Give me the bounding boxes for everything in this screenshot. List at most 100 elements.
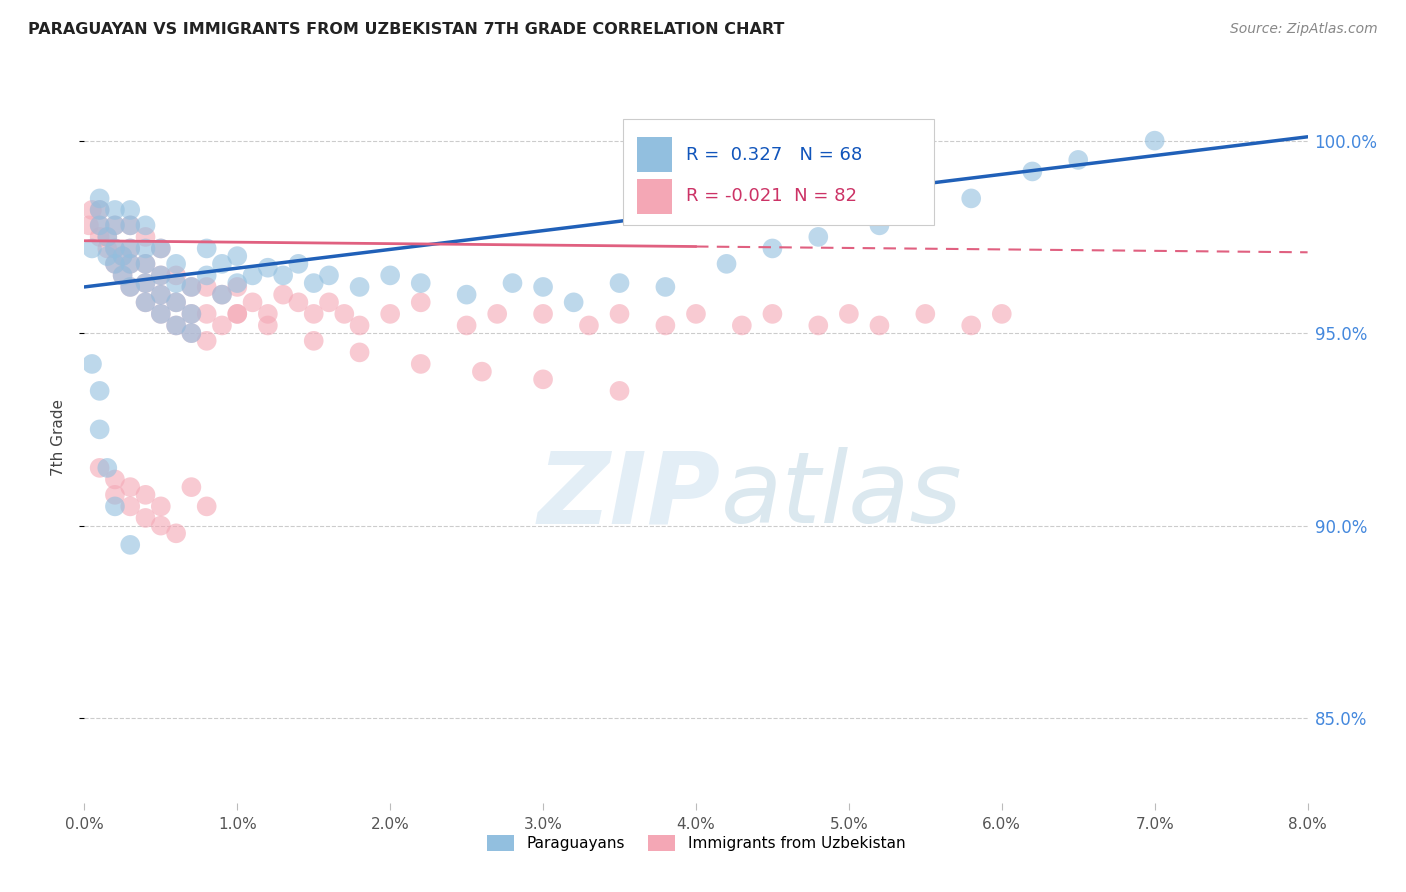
Point — [654, 318, 676, 333]
Point — [562, 295, 585, 310]
FancyBboxPatch shape — [623, 119, 935, 225]
Point — [180, 280, 202, 294]
Point — [135, 276, 157, 290]
Point — [149, 242, 172, 256]
Point — [456, 318, 478, 333]
Point — [96, 242, 118, 256]
Point — [104, 202, 127, 217]
Point — [761, 242, 783, 256]
Point — [135, 257, 157, 271]
Point — [914, 307, 936, 321]
Point — [531, 372, 554, 386]
Point — [89, 219, 111, 233]
Point — [456, 287, 478, 301]
Point — [578, 318, 600, 333]
Point — [89, 202, 111, 217]
Point — [609, 276, 631, 290]
Y-axis label: 7th Grade: 7th Grade — [51, 399, 66, 475]
Point — [287, 257, 309, 271]
Point — [869, 318, 891, 333]
Point — [1067, 153, 1090, 167]
Point — [104, 219, 127, 233]
Point — [96, 230, 118, 244]
Point — [302, 307, 325, 321]
Point — [149, 500, 172, 514]
Point — [471, 365, 494, 379]
Point — [838, 307, 860, 321]
Bar — [637, 137, 672, 172]
Text: Source: ZipAtlas.com: Source: ZipAtlas.com — [1230, 22, 1378, 37]
Point — [135, 295, 157, 310]
Point — [531, 307, 554, 321]
Point — [120, 500, 142, 514]
Point — [211, 287, 233, 301]
Point — [111, 268, 134, 283]
Point — [180, 307, 202, 321]
Point — [180, 326, 202, 340]
Point — [165, 268, 187, 283]
Point — [96, 461, 118, 475]
Point — [104, 472, 127, 486]
Point — [380, 268, 402, 283]
Point — [869, 219, 891, 233]
Point — [180, 280, 202, 294]
Point — [149, 518, 172, 533]
Point — [761, 307, 783, 321]
Point — [89, 202, 111, 217]
Point — [1143, 134, 1166, 148]
Point — [349, 345, 371, 359]
Point — [409, 276, 432, 290]
Point — [80, 357, 103, 371]
Text: R =  0.327   N = 68: R = 0.327 N = 68 — [686, 145, 862, 164]
Point — [195, 268, 218, 283]
Point — [165, 257, 187, 271]
Point — [226, 307, 249, 321]
Point — [242, 295, 264, 310]
Text: R = -0.021  N = 82: R = -0.021 N = 82 — [686, 187, 858, 205]
Point — [349, 280, 371, 294]
Point — [349, 318, 371, 333]
Point — [257, 307, 280, 321]
Point — [120, 480, 142, 494]
Point — [486, 307, 509, 321]
Point — [195, 307, 218, 321]
Point — [104, 219, 127, 233]
Point — [180, 326, 202, 340]
Point — [302, 276, 325, 290]
Point — [165, 526, 187, 541]
Point — [226, 276, 249, 290]
Point — [287, 295, 309, 310]
Point — [120, 280, 142, 294]
Point — [257, 260, 280, 275]
Point — [120, 219, 142, 233]
Text: PARAGUAYAN VS IMMIGRANTS FROM UZBEKISTAN 7TH GRADE CORRELATION CHART: PARAGUAYAN VS IMMIGRANTS FROM UZBEKISTAN… — [28, 22, 785, 37]
Point — [104, 257, 127, 271]
Point — [211, 287, 233, 301]
Point — [242, 268, 264, 283]
Point — [257, 318, 280, 333]
Point — [120, 202, 142, 217]
Point — [120, 219, 142, 233]
Text: ZIP: ZIP — [537, 447, 720, 544]
Point — [609, 307, 631, 321]
Point — [165, 295, 187, 310]
Point — [409, 295, 432, 310]
Point — [104, 242, 127, 256]
Point — [120, 280, 142, 294]
Point — [195, 334, 218, 348]
Point — [135, 242, 157, 256]
Point — [531, 280, 554, 294]
Point — [960, 318, 983, 333]
Point — [195, 242, 218, 256]
Point — [180, 307, 202, 321]
Point — [80, 242, 103, 256]
Point — [104, 242, 127, 256]
Point — [135, 488, 157, 502]
Point — [135, 276, 157, 290]
Point — [111, 268, 134, 283]
Point — [318, 295, 340, 310]
Point — [302, 334, 325, 348]
Point — [165, 318, 187, 333]
Point — [96, 230, 118, 244]
Point — [104, 257, 127, 271]
